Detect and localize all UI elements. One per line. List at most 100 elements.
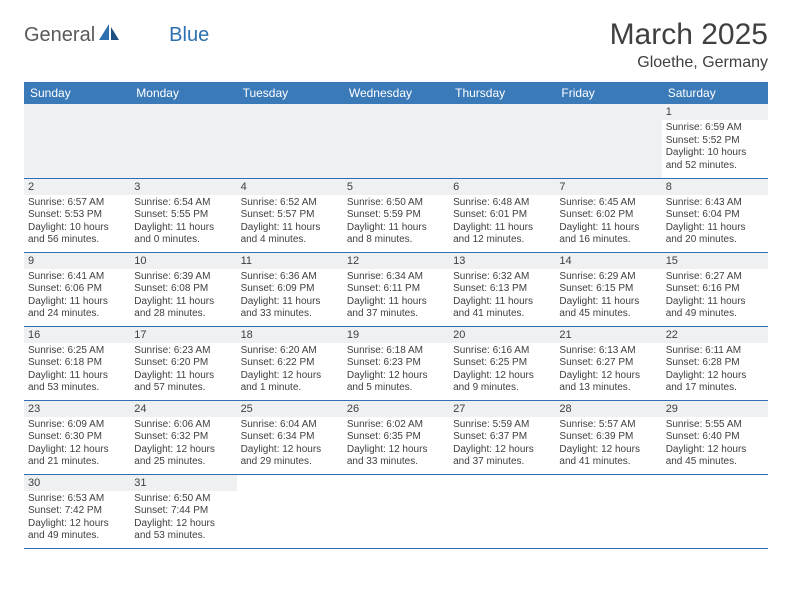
sunset: Sunset: 7:44 PM	[134, 505, 232, 518]
day-number: 20	[449, 327, 555, 343]
dayname: Saturday	[662, 82, 768, 104]
logo-text-blue: Blue	[169, 24, 209, 47]
day-cell: 23Sunrise: 6:09 AMSunset: 6:30 PMDayligh…	[24, 400, 130, 474]
day-number: 19	[343, 327, 449, 343]
daylight: Daylight: 11 hours and 53 minutes.	[28, 370, 126, 395]
day-cell: 11Sunrise: 6:36 AMSunset: 6:09 PMDayligh…	[237, 252, 343, 326]
dayname: Sunday	[24, 82, 130, 104]
day-number: 23	[24, 401, 130, 417]
day-cell: 17Sunrise: 6:23 AMSunset: 6:20 PMDayligh…	[130, 326, 236, 400]
day-cell	[237, 474, 343, 548]
sunset: Sunset: 7:42 PM	[28, 505, 126, 518]
dayname: Monday	[130, 82, 236, 104]
day-details: Sunrise: 6:48 AMSunset: 6:01 PMDaylight:…	[449, 195, 555, 249]
sunset: Sunset: 6:27 PM	[559, 357, 657, 370]
day-number: 29	[662, 401, 768, 417]
day-number: 6	[449, 179, 555, 195]
daylight: Daylight: 11 hours and 33 minutes.	[241, 296, 339, 321]
sunrise: Sunrise: 6:04 AM	[241, 419, 339, 432]
sunset: Sunset: 6:34 PM	[241, 431, 339, 444]
sunset: Sunset: 6:39 PM	[559, 431, 657, 444]
sunrise: Sunrise: 6:45 AM	[559, 197, 657, 210]
week-row: 1Sunrise: 6:59 AMSunset: 5:52 PMDaylight…	[24, 104, 768, 178]
sail-icon	[99, 24, 121, 47]
day-number: 31	[130, 475, 236, 491]
day-details: Sunrise: 6:39 AMSunset: 6:08 PMDaylight:…	[130, 269, 236, 323]
sunset: Sunset: 6:22 PM	[241, 357, 339, 370]
title-block: March 2025 Gloethe, Germany	[610, 18, 768, 72]
daylight: Daylight: 12 hours and 37 minutes.	[453, 444, 551, 469]
sunrise: Sunrise: 6:02 AM	[347, 419, 445, 432]
sunrise: Sunrise: 6:27 AM	[666, 271, 764, 284]
day-details: Sunrise: 6:53 AMSunset: 7:42 PMDaylight:…	[24, 491, 130, 545]
sunset: Sunset: 5:57 PM	[241, 209, 339, 222]
sunset: Sunset: 6:25 PM	[453, 357, 551, 370]
day-cell: 12Sunrise: 6:34 AMSunset: 6:11 PMDayligh…	[343, 252, 449, 326]
daylight: Daylight: 11 hours and 20 minutes.	[666, 222, 764, 247]
day-cell: 9Sunrise: 6:41 AMSunset: 6:06 PMDaylight…	[24, 252, 130, 326]
header: General Blue March 2025 Gloethe, Germany	[24, 18, 768, 72]
sunrise: Sunrise: 6:57 AM	[28, 197, 126, 210]
day-details: Sunrise: 6:18 AMSunset: 6:23 PMDaylight:…	[343, 343, 449, 397]
day-details: Sunrise: 6:45 AMSunset: 6:02 PMDaylight:…	[555, 195, 661, 249]
daylight: Daylight: 12 hours and 5 minutes.	[347, 370, 445, 395]
day-details: Sunrise: 6:06 AMSunset: 6:32 PMDaylight:…	[130, 417, 236, 471]
day-cell	[449, 104, 555, 178]
sunrise: Sunrise: 6:18 AM	[347, 345, 445, 358]
week-row: 16Sunrise: 6:25 AMSunset: 6:18 PMDayligh…	[24, 326, 768, 400]
day-cell: 3Sunrise: 6:54 AMSunset: 5:55 PMDaylight…	[130, 178, 236, 252]
day-cell: 10Sunrise: 6:39 AMSunset: 6:08 PMDayligh…	[130, 252, 236, 326]
sunrise: Sunrise: 6:23 AM	[134, 345, 232, 358]
day-cell: 26Sunrise: 6:02 AMSunset: 6:35 PMDayligh…	[343, 400, 449, 474]
sunrise: Sunrise: 6:32 AM	[453, 271, 551, 284]
sunrise: Sunrise: 6:29 AM	[559, 271, 657, 284]
sunset: Sunset: 6:11 PM	[347, 283, 445, 296]
day-number: 26	[343, 401, 449, 417]
day-cell: 20Sunrise: 6:16 AMSunset: 6:25 PMDayligh…	[449, 326, 555, 400]
day-number: 15	[662, 253, 768, 269]
day-number: 4	[237, 179, 343, 195]
daylight: Daylight: 12 hours and 25 minutes.	[134, 444, 232, 469]
day-cell	[343, 474, 449, 548]
day-cell: 4Sunrise: 6:52 AMSunset: 5:57 PMDaylight…	[237, 178, 343, 252]
dayname: Thursday	[449, 82, 555, 104]
day-details: Sunrise: 6:13 AMSunset: 6:27 PMDaylight:…	[555, 343, 661, 397]
week-row: 30Sunrise: 6:53 AMSunset: 7:42 PMDayligh…	[24, 474, 768, 548]
day-details: Sunrise: 5:57 AMSunset: 6:39 PMDaylight:…	[555, 417, 661, 471]
day-cell: 31Sunrise: 6:50 AMSunset: 7:44 PMDayligh…	[130, 474, 236, 548]
day-cell: 16Sunrise: 6:25 AMSunset: 6:18 PMDayligh…	[24, 326, 130, 400]
day-details: Sunrise: 6:50 AMSunset: 7:44 PMDaylight:…	[130, 491, 236, 545]
daylight: Daylight: 10 hours and 56 minutes.	[28, 222, 126, 247]
day-cell: 25Sunrise: 6:04 AMSunset: 6:34 PMDayligh…	[237, 400, 343, 474]
sunset: Sunset: 6:08 PM	[134, 283, 232, 296]
week-row: 23Sunrise: 6:09 AMSunset: 6:30 PMDayligh…	[24, 400, 768, 474]
sunset: Sunset: 6:20 PM	[134, 357, 232, 370]
daylight: Daylight: 11 hours and 49 minutes.	[666, 296, 764, 321]
calendar-page: General Blue March 2025 Gloethe, Germany…	[0, 0, 792, 567]
day-number: 28	[555, 401, 661, 417]
sunrise: Sunrise: 6:48 AM	[453, 197, 551, 210]
daylight: Daylight: 12 hours and 49 minutes.	[28, 518, 126, 543]
week-row: 9Sunrise: 6:41 AMSunset: 6:06 PMDaylight…	[24, 252, 768, 326]
day-details: Sunrise: 6:34 AMSunset: 6:11 PMDaylight:…	[343, 269, 449, 323]
daylight: Daylight: 10 hours and 52 minutes.	[666, 147, 764, 172]
day-number: 22	[662, 327, 768, 343]
day-number: 27	[449, 401, 555, 417]
daylight: Daylight: 11 hours and 4 minutes.	[241, 222, 339, 247]
sunrise: Sunrise: 6:50 AM	[347, 197, 445, 210]
sunrise: Sunrise: 6:36 AM	[241, 271, 339, 284]
sunrise: Sunrise: 5:55 AM	[666, 419, 764, 432]
dayname-row: Sunday Monday Tuesday Wednesday Thursday…	[24, 82, 768, 104]
day-details: Sunrise: 5:59 AMSunset: 6:37 PMDaylight:…	[449, 417, 555, 471]
day-details: Sunrise: 6:09 AMSunset: 6:30 PMDaylight:…	[24, 417, 130, 471]
day-cell: 28Sunrise: 5:57 AMSunset: 6:39 PMDayligh…	[555, 400, 661, 474]
day-cell: 8Sunrise: 6:43 AMSunset: 6:04 PMDaylight…	[662, 178, 768, 252]
day-details: Sunrise: 6:29 AMSunset: 6:15 PMDaylight:…	[555, 269, 661, 323]
daylight: Daylight: 11 hours and 37 minutes.	[347, 296, 445, 321]
day-number: 3	[130, 179, 236, 195]
day-cell	[24, 104, 130, 178]
day-details: Sunrise: 5:55 AMSunset: 6:40 PMDaylight:…	[662, 417, 768, 471]
day-cell: 5Sunrise: 6:50 AMSunset: 5:59 PMDaylight…	[343, 178, 449, 252]
sunset: Sunset: 6:37 PM	[453, 431, 551, 444]
sunset: Sunset: 5:59 PM	[347, 209, 445, 222]
